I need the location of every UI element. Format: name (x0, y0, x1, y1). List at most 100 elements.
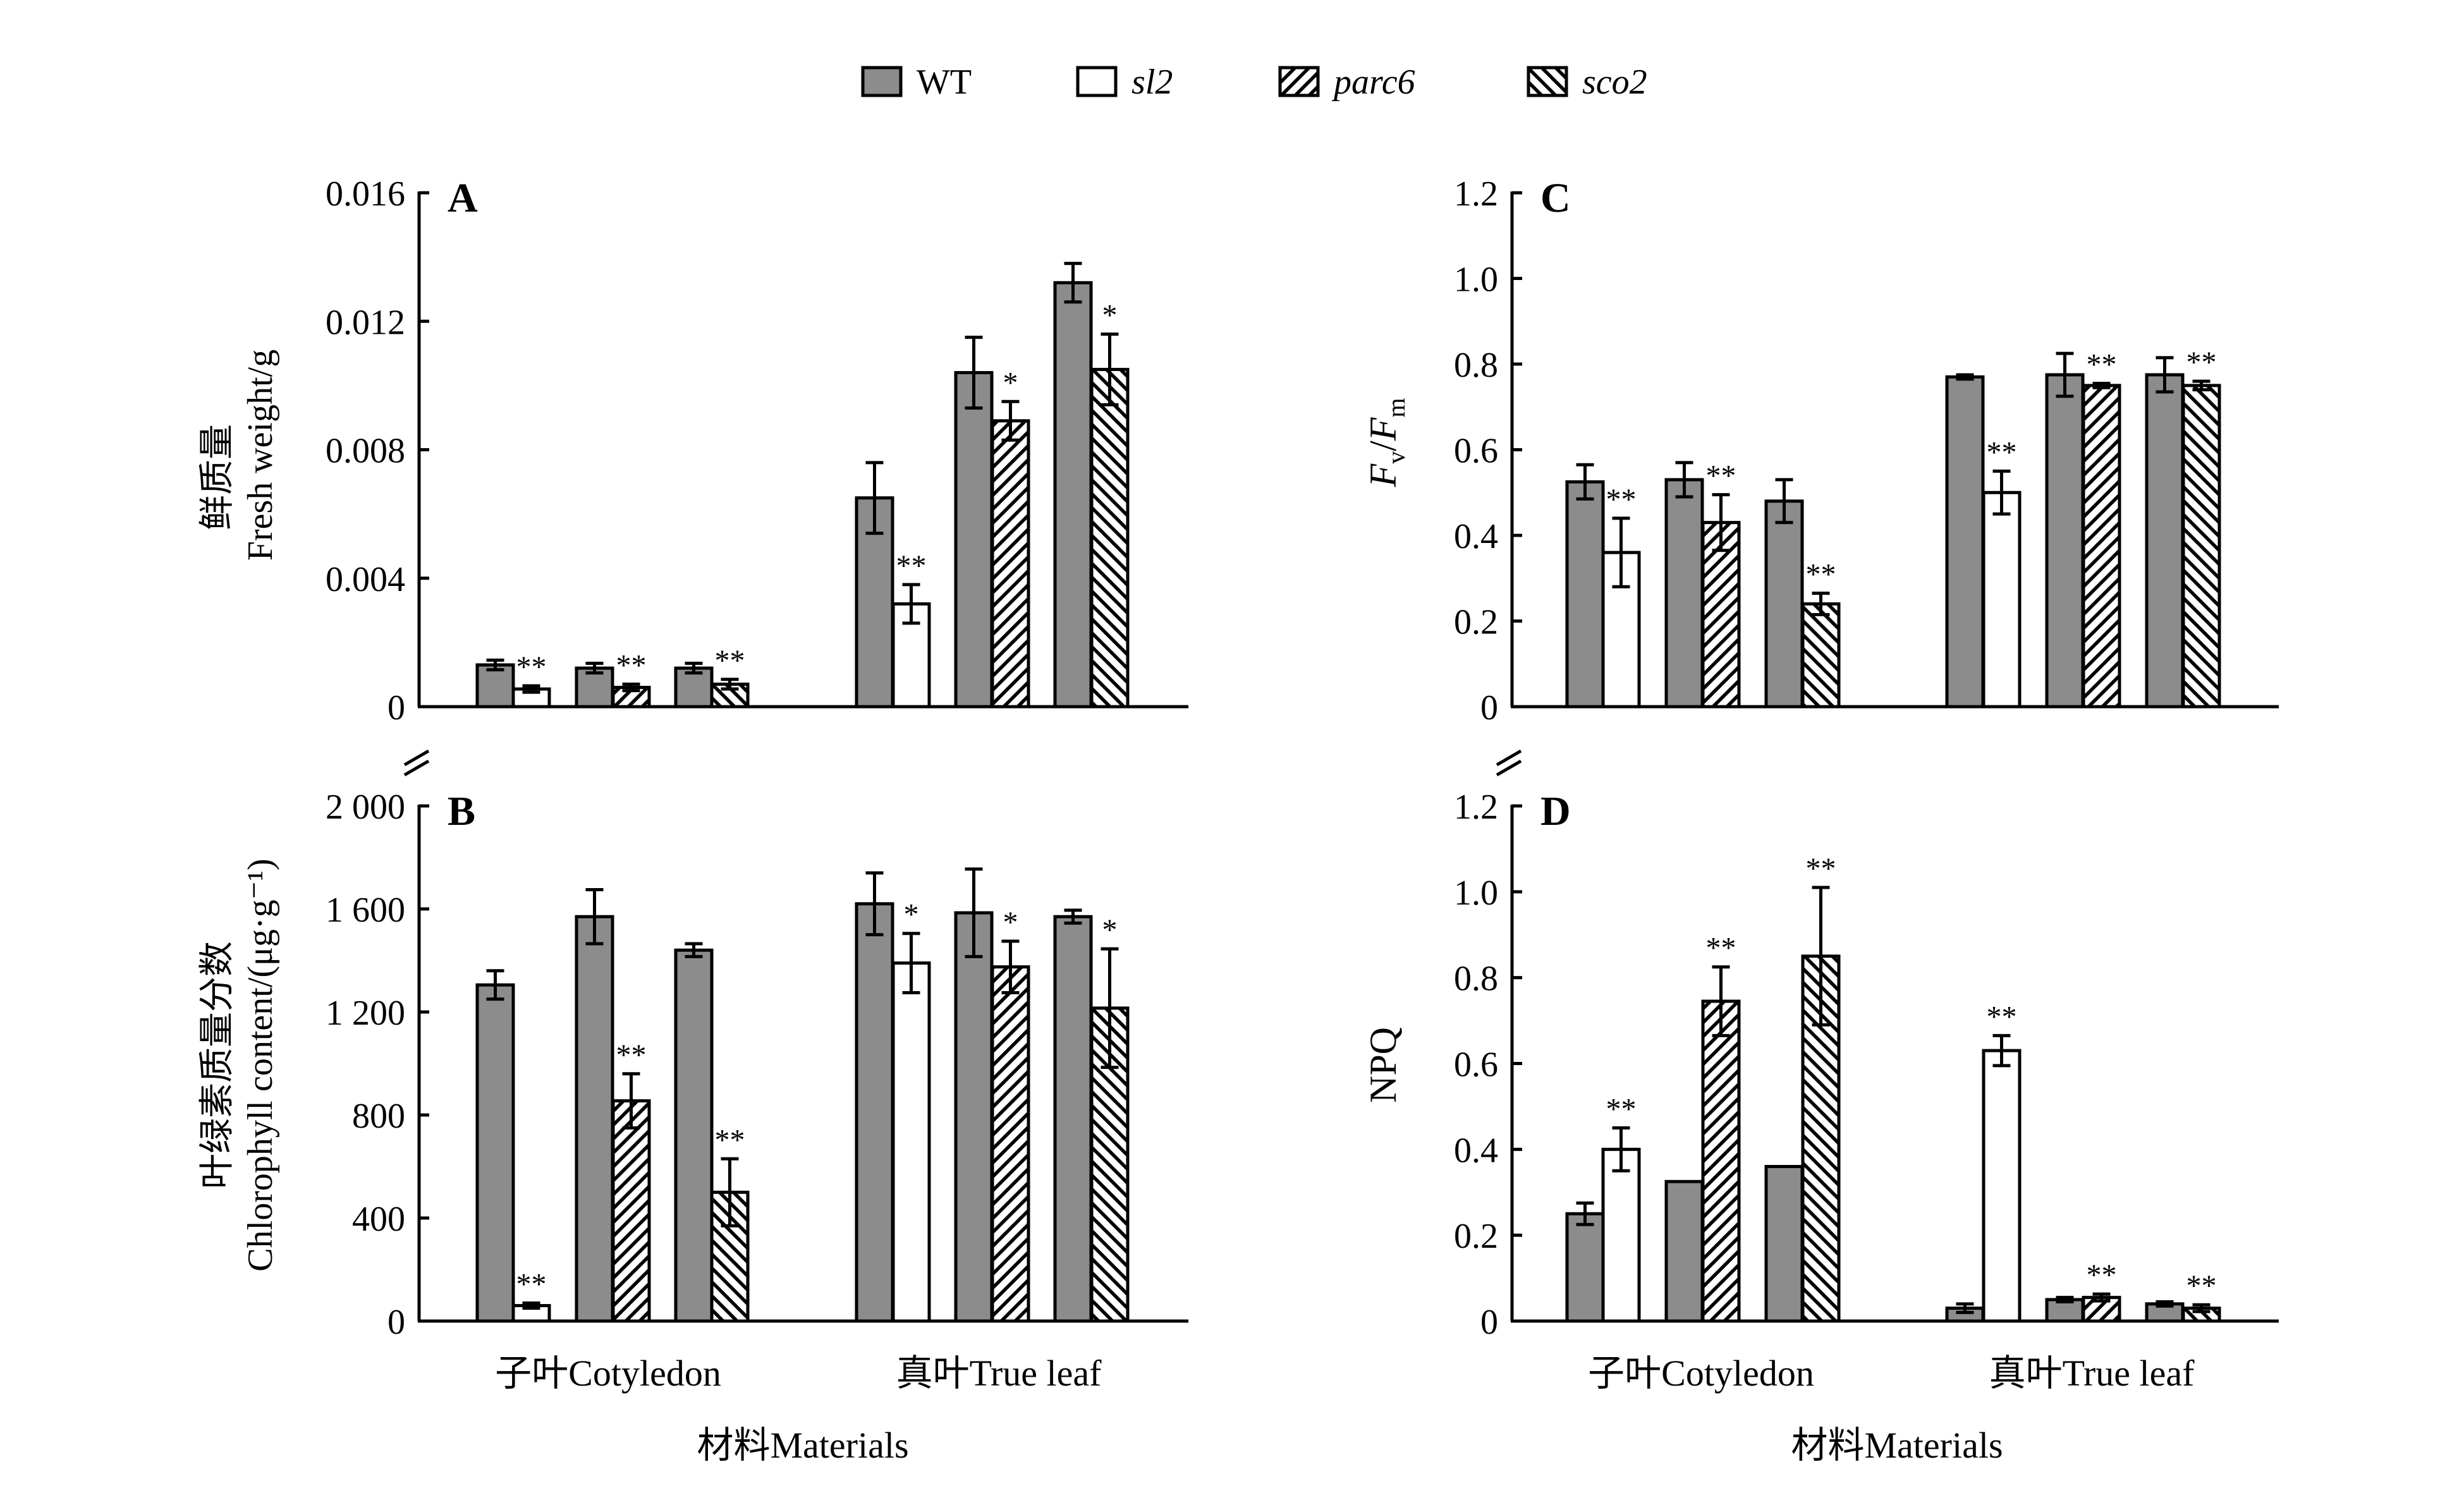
bar-c-3-sl2 (1982, 491, 2022, 709)
bar-d-3-sl2 (1982, 1049, 2022, 1323)
panel-letter-c: C (1540, 175, 1571, 221)
bar-b-1-wt (575, 915, 614, 1323)
y-tick-label-c-5: 1.0 (1454, 260, 1498, 300)
legend-swatch-wt (861, 66, 903, 97)
legend-label-sl2: sl2 (1131, 63, 1173, 102)
bar-c-1-wt (1664, 478, 1704, 709)
legend-item-sco2: sco2 (1527, 63, 1647, 102)
y-tick-label-c-1: 0.2 (1454, 603, 1498, 642)
y-tick-label-a-0: 0 (387, 688, 405, 728)
sig-marker-b-5: * (1102, 913, 1118, 947)
panel-c: 0 0.2 0.4 0.6 0.8 1.0 1.2 C ** ** ** ** ** ** (1454, 174, 2279, 728)
sig-marker-d-4: ** (2087, 1258, 2117, 1292)
y-tick-label-d-1: 0.2 (1454, 1217, 1498, 1256)
y-tick-label-b-3: 1 200 (326, 994, 405, 1033)
y-axis-title-a: 鲜质量 Fresh weight/g (198, 350, 280, 561)
x-axis-title-left: 材料Materials (697, 1425, 908, 1466)
bar-c-0-wt (1565, 480, 1605, 709)
y-tick-label-b-5: 2 000 (326, 788, 405, 827)
sig-marker-b-3: * (904, 898, 919, 932)
sig-marker-c-0: ** (1606, 483, 1637, 516)
x-group-label-right-cotyledon: 子叶Cotyledon (1588, 1353, 1814, 1394)
y-tick-label-b-2: 800 (352, 1097, 405, 1136)
sig-marker-c-1: ** (1706, 460, 1736, 493)
x-group-label-right-trueleaf: 真叶True leaf (1989, 1353, 2195, 1394)
sig-marker-d-3: ** (1987, 1000, 2017, 1033)
y-tick-label-c-6: 1.2 (1454, 174, 1498, 214)
y-tick-label-a-1: 0.004 (326, 560, 405, 599)
y-tick-label-a-4: 0.016 (326, 174, 405, 214)
bar-a-4-wt (954, 371, 994, 709)
legend-item-sl2: sl2 (1076, 63, 1173, 102)
sig-marker-c-3: ** (1987, 436, 2017, 469)
bar-d-0-wt (1565, 1212, 1605, 1323)
y-tick-label-b-4: 1 600 (326, 891, 405, 930)
y-tick-label-d-3: 0.6 (1454, 1045, 1498, 1085)
bar-c-1-parc6 (1701, 521, 1741, 709)
sig-marker-a-0: ** (516, 650, 547, 684)
sig-marker-a-3: ** (896, 549, 927, 583)
legend-swatch-parc6 (1278, 66, 1320, 97)
bar-d-2-wt (1764, 1165, 1804, 1323)
bar-a-5-wt (1053, 281, 1093, 709)
legend-label-sco2: sco2 (1582, 63, 1647, 102)
axis-break-right (1496, 749, 1522, 777)
bar-a-4-parc6 (991, 419, 1030, 709)
x-group-label-left-cotyledon: 子叶Cotyledon (495, 1353, 721, 1394)
bar-d-0-sl2 (1601, 1147, 1641, 1323)
legend-label-wt: WT (917, 63, 972, 102)
sig-marker-d-0: ** (1606, 1092, 1637, 1126)
y-tick-label-c-2: 0.4 (1454, 517, 1498, 556)
y-tick-label-b-0: 0 (387, 1303, 405, 1342)
y-tick-label-c-4: 0.8 (1454, 346, 1498, 385)
legend-swatch-sco2 (1527, 66, 1568, 97)
bar-a-2-sco2 (710, 682, 750, 709)
sig-marker-d-2: ** (1806, 852, 1836, 886)
y-axis-title-b-line2: Chlorophyll content/(μg·g⁻¹) (241, 858, 280, 1271)
panel-letter-a: A (448, 175, 478, 221)
sig-marker-a-5: * (1102, 299, 1118, 332)
y-tick-label-c-3: 0.6 (1454, 432, 1498, 471)
y-axis-title-c: Fv/Fm (1362, 398, 1410, 487)
sig-marker-a-4: * (1003, 366, 1018, 399)
legend-item-parc6: parc6 (1278, 63, 1415, 102)
panel-d: 0 0.2 0.4 0.6 0.8 1.0 1.2 D ** ** ** ** ** ** (1454, 788, 2279, 1342)
legend-label-parc6: parc6 (1331, 63, 1415, 102)
bar-b-5-wt (1053, 915, 1093, 1323)
y-tick-label-d-5: 1.0 (1454, 874, 1498, 913)
bar-b-4-parc6 (991, 965, 1030, 1323)
bar-c-5-sco2 (2181, 384, 2221, 709)
bar-b-0-wt (475, 983, 515, 1323)
sig-marker-b-2: ** (715, 1123, 745, 1157)
sig-marker-c-5: ** (2186, 346, 2217, 379)
y-tick-label-d-6: 1.2 (1454, 788, 1498, 827)
legend-item-wt: WT (861, 63, 972, 102)
x-axis-title-right: 材料Materials (1791, 1425, 2003, 1466)
bar-b-1-parc6 (611, 1099, 651, 1323)
bar-b-3-sl2 (891, 961, 931, 1323)
bar-d-1-wt (1664, 1179, 1704, 1323)
y-axis-title-a-line1: 鲜质量 (198, 424, 237, 530)
sig-marker-b-1: ** (616, 1039, 647, 1072)
y-axis-title-a-line2: Fresh weight/g (241, 350, 280, 561)
sig-marker-d-1: ** (1706, 932, 1736, 965)
y-tick-label-d-0: 0 (1480, 1303, 1498, 1342)
legend-swatch-sl2 (1076, 66, 1118, 97)
axis-break-left (403, 749, 430, 777)
bar-a-5-sco2 (1090, 367, 1130, 709)
y-tick-label-c-0: 0 (1480, 688, 1498, 728)
panel-letter-b: B (448, 788, 475, 834)
bar-d-1-parc6 (1701, 999, 1741, 1323)
bar-c-3-wt (1945, 375, 1985, 709)
bar-b-4-wt (954, 911, 994, 1323)
panel-letter-d: D (1540, 788, 1571, 834)
sig-marker-c-4: ** (2087, 348, 2117, 381)
y-tick-label-d-2: 0.4 (1454, 1131, 1498, 1170)
sig-marker-a-2: ** (715, 644, 745, 678)
bar-c-2-wt (1764, 499, 1804, 709)
y-axis-title-b-line1: 叶绿素质量分数 (198, 941, 237, 1189)
bar-c-2-sco2 (1801, 602, 1841, 709)
y-tick-label-b-1: 400 (352, 1200, 405, 1239)
